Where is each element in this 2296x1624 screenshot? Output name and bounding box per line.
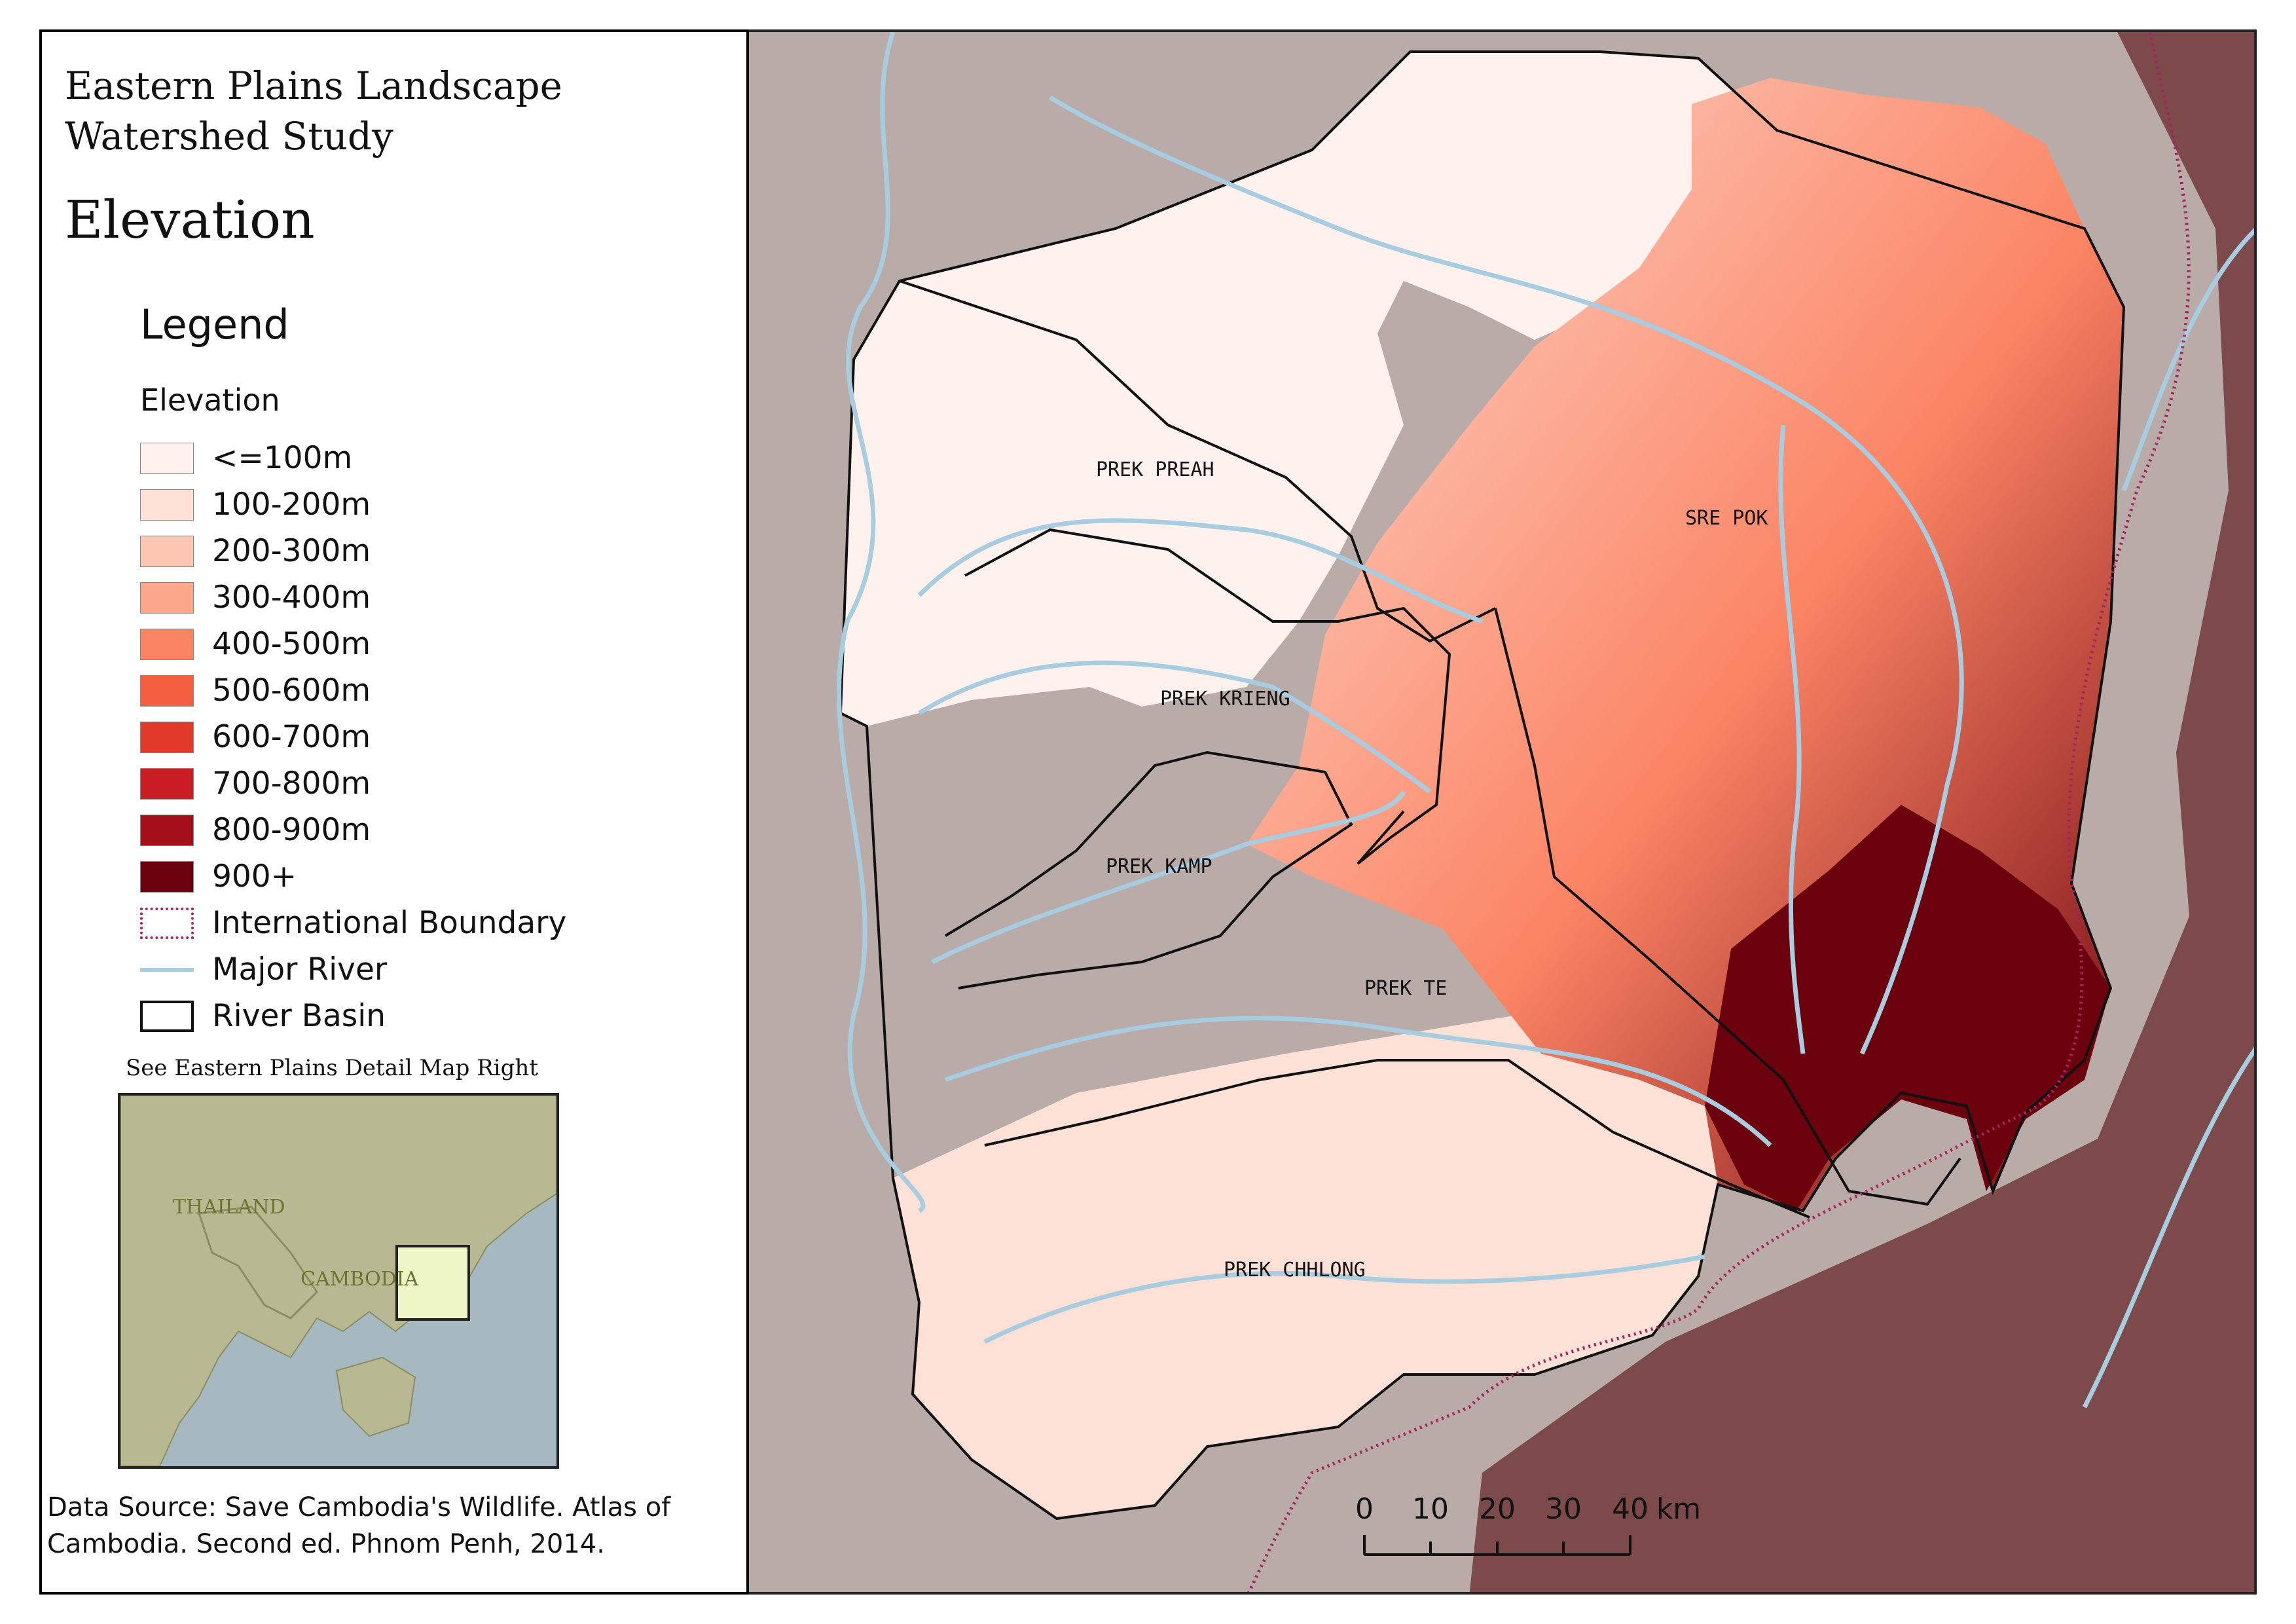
legend-item-boundary: International Boundary bbox=[140, 900, 566, 946]
legend-label: 200-300m bbox=[212, 533, 371, 569]
legend-item-elev-6: 600-700m bbox=[140, 714, 566, 760]
river bbox=[931, 790, 1406, 965]
legend-item-elev-5: 500-600m bbox=[140, 667, 566, 714]
legend-item-elev-1: 100-200m bbox=[140, 481, 566, 528]
river bbox=[2121, 228, 2254, 492]
basin-label-prek-te: PREK TE bbox=[1364, 977, 1447, 1000]
river bbox=[944, 1016, 1772, 1147]
inset-delta-land bbox=[335, 1356, 416, 1437]
inset-note: See Eastern Plains Detail Map Right bbox=[126, 1055, 538, 1081]
legend-item-elev-9: 900+ bbox=[140, 853, 566, 900]
legend-swatch bbox=[140, 489, 194, 521]
river-line-swatch bbox=[140, 967, 194, 972]
legend-label: International Boundary bbox=[212, 905, 567, 941]
legend-panel: Eastern Plains Landscape Watershed Study… bbox=[39, 29, 749, 1595]
boundary-swatch bbox=[140, 907, 194, 939]
river bbox=[917, 518, 1484, 624]
map-title-line-1: Eastern Plains Landscape bbox=[65, 64, 562, 108]
basin-label-prek-krieng: PREK KRIENG bbox=[1160, 688, 1290, 710]
river bbox=[1778, 424, 1806, 1054]
legend-item-basin: River Basin bbox=[140, 993, 566, 1039]
basin-boundary bbox=[944, 750, 1353, 989]
scale-label-0: 0 bbox=[1355, 1492, 1374, 1526]
legend-item-elev-2: 200-300m bbox=[140, 528, 566, 574]
legend-label: 700-800m bbox=[212, 766, 371, 802]
legend-label: 800-900m bbox=[212, 812, 371, 848]
study-area-lowland bbox=[841, 52, 1777, 726]
legend-item-elev-0: <=100m bbox=[140, 435, 566, 481]
legend-swatch bbox=[140, 442, 194, 474]
river bbox=[983, 1254, 1705, 1344]
inset-map-svg: THAILAND CAMBODIA bbox=[120, 1095, 557, 1467]
basin-labels: PREK PREAH SRE POK PREK KRIENG PREK KAMP… bbox=[1096, 458, 1768, 1282]
scale-label-10: 10 bbox=[1412, 1492, 1449, 1526]
legend-swatch bbox=[140, 814, 194, 846]
legend-label: Major River bbox=[212, 951, 388, 987]
legend-label: <=100m bbox=[212, 440, 353, 476]
legend-subtitle: Elevation bbox=[140, 382, 280, 418]
map-title-line-2: Watershed Study bbox=[65, 114, 393, 158]
legend-item-elev-3: 300-400m bbox=[140, 574, 566, 621]
legend-item-river: Major River bbox=[140, 946, 566, 993]
basin-label-prek-kamp: PREK KAMP bbox=[1106, 855, 1212, 878]
basin-label-sre-pok: SRE POK bbox=[1685, 507, 1768, 530]
inset-land bbox=[120, 1095, 557, 1467]
high-elevation-900-plus bbox=[1705, 805, 2111, 1211]
river bbox=[918, 660, 1432, 794]
river-basin-boundaries bbox=[839, 50, 2126, 1521]
legend-label: River Basin bbox=[212, 998, 386, 1034]
scale-label-20: 20 bbox=[1479, 1492, 1516, 1526]
legend-item-elev-7: 700-800m bbox=[140, 760, 566, 807]
scale-label-unit: km bbox=[1656, 1492, 1701, 1526]
legend-item-elev-4: 400-500m bbox=[140, 621, 566, 667]
basin-boundary bbox=[964, 528, 1451, 865]
basin-boundary bbox=[1494, 608, 1961, 1206]
data-source-note: Data Source: Save Cambodia's Wildlife. A… bbox=[47, 1492, 671, 1559]
map-subject-title: Elevation bbox=[65, 189, 315, 250]
inset-label-cambodia: CAMBODIA bbox=[301, 1268, 418, 1291]
scale-label-40: 40 bbox=[1612, 1492, 1649, 1526]
mekong-river bbox=[837, 32, 926, 1213]
legend-list: <=100m 100-200m 200-300m 300-400m 400-50… bbox=[140, 435, 566, 1039]
basin-boundary bbox=[984, 1059, 1810, 1219]
major-rivers bbox=[837, 32, 2254, 1409]
basin-label-prek-preah: PREK PREAH bbox=[1096, 458, 1214, 481]
legend-label: 300-400m bbox=[212, 580, 371, 616]
scale-label-30: 30 bbox=[1545, 1492, 1582, 1526]
legend-label: 600-700m bbox=[212, 719, 371, 755]
inset-label-thailand: THAILAND bbox=[173, 1196, 285, 1219]
legend-swatch bbox=[140, 860, 194, 893]
legend-swatch bbox=[140, 674, 194, 707]
inset-locator-map: THAILAND CAMBODIA bbox=[118, 1093, 559, 1469]
legend-swatch bbox=[140, 535, 194, 567]
legend-label: 100-200m bbox=[212, 487, 371, 523]
legend-swatch bbox=[140, 721, 194, 753]
legend-label: 500-600m bbox=[212, 673, 371, 709]
outside-east-terrain bbox=[1469, 32, 2254, 1592]
study-area-south bbox=[893, 1014, 1796, 1519]
study-area-outline bbox=[839, 50, 2126, 1521]
legend-swatch bbox=[140, 581, 194, 614]
basin-swatch bbox=[140, 1000, 194, 1032]
legend-item-elev-8: 800-900m bbox=[140, 807, 566, 853]
basin-label-prek-chhlong: PREK CHHLONG bbox=[1224, 1259, 1366, 1282]
legend-swatch bbox=[140, 767, 194, 800]
river bbox=[2082, 1046, 2254, 1409]
elevation-map-svg: PREK PREAH SRE POK PREK KRIENG PREK KAMP… bbox=[749, 32, 2254, 1592]
legend-swatch bbox=[140, 628, 194, 660]
inset-study-area-highlight bbox=[395, 1245, 470, 1321]
main-map-frame: PREK PREAH SRE POK PREK KRIENG PREK KAMP… bbox=[749, 29, 2257, 1595]
legend-title: Legend bbox=[140, 301, 289, 348]
legend-label: 400-500m bbox=[212, 626, 371, 662]
legend-label: 900+ bbox=[212, 858, 297, 895]
inset-country-border bbox=[197, 1206, 318, 1320]
scale-bar: 0 10 20 30 40 km bbox=[1355, 1492, 1701, 1556]
basin-boundary bbox=[899, 280, 1496, 643]
river bbox=[1049, 95, 1964, 1055]
